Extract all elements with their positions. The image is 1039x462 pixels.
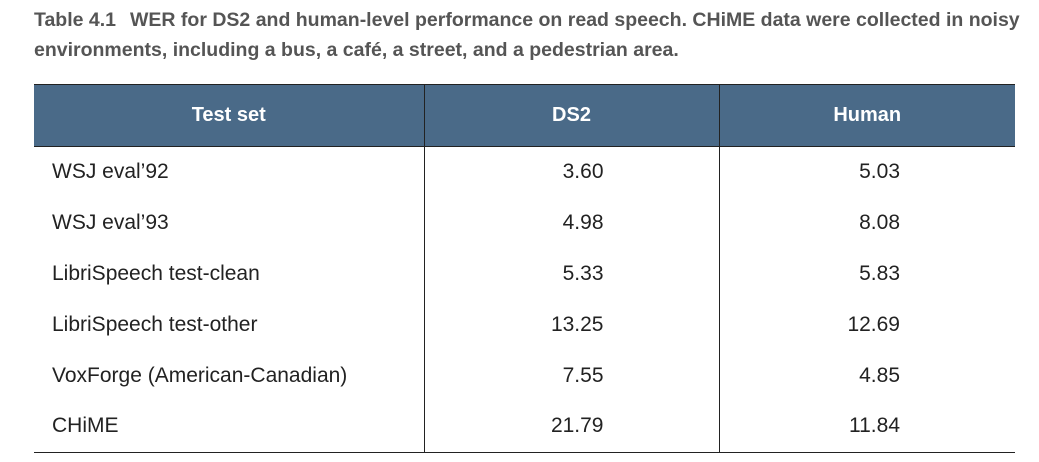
cell-value: 4.85: [718, 350, 1015, 401]
cell-value: 7.55: [423, 350, 719, 401]
row-label: WSJ eval’92: [52, 160, 169, 184]
row-label: VoxForge (American-Canadian): [52, 363, 348, 387]
column-header: Human: [718, 84, 1015, 147]
cell-value: 3.60: [423, 146, 719, 198]
table-row: WSJ eval’92 3.60 5.03: [34, 146, 1015, 198]
cell-value: 21.79: [423, 400, 719, 453]
cell-value: 5.83: [718, 248, 1015, 300]
cell-value: 5.03: [718, 146, 1015, 198]
caption-text: WER for DS2 and human-level performance …: [34, 9, 1020, 61]
table-row: LibriSpeech test-clean 5.33 5.83: [34, 248, 1015, 300]
cell-value: 13.25: [423, 299, 719, 351]
cell-value: 12.69: [718, 299, 1015, 351]
row-label: WSJ eval’93: [52, 211, 169, 235]
table-row: WSJ eval’93 4.98 8.08: [34, 197, 1015, 249]
cell-value: 4.98: [423, 197, 719, 249]
table-caption: Table 4.1 WER for DS2 and human-level per…: [34, 5, 1024, 65]
table-body: WSJ eval’92 3.60 5.03 WSJ eval’93 4.98 8.08 Li…: [34, 146, 1015, 453]
table-row: LibriSpeech test-other 13.25 12.69: [34, 299, 1015, 351]
header-row: Test set DS2 Human: [34, 84, 1015, 147]
column-header: DS2: [423, 84, 719, 147]
results-table: Test set DS2 Human WSJ eval’92 3.60 5.03 WSJ …: [34, 84, 1015, 453]
caption-label: Table 4.1: [34, 9, 117, 31]
table-header: Test set DS2 Human: [34, 84, 1015, 147]
row-label: LibriSpeech test-other: [52, 312, 258, 336]
cell-value: 5.33: [423, 248, 719, 300]
table-row: VoxForge (American-Canadian) 7.55 4.85: [34, 350, 1015, 401]
column-header: Test set: [34, 84, 424, 147]
row-label: CHiME: [34, 400, 424, 453]
table-row: CHiME 21.79 11.84: [34, 400, 1015, 453]
cell-value: 11.84: [718, 400, 1015, 453]
cell-value: 8.08: [718, 197, 1015, 249]
row-label: LibriSpeech test-clean: [52, 261, 260, 285]
